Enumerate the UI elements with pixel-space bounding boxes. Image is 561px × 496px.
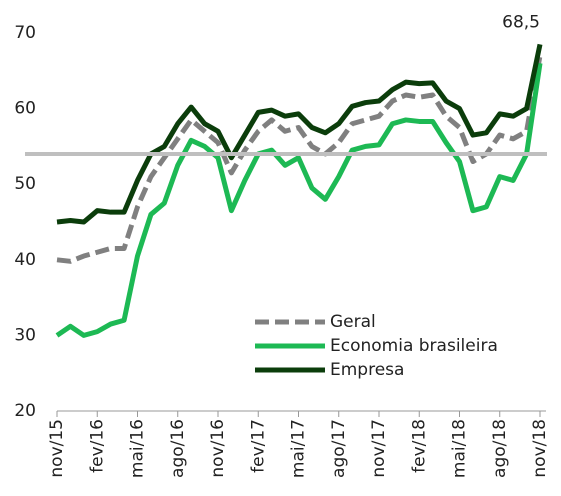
series-line [55, 62, 543, 338]
series-line [56, 43, 543, 225]
x-tick-label: mai/17 [289, 419, 309, 478]
x-tick-label: nov/16 [208, 419, 228, 478]
x-tick-label: ago/16 [168, 419, 188, 478]
x-tick-label: ago/18 [490, 419, 510, 478]
y-tick-label: 40 [14, 250, 36, 270]
x-tick-label: mai/18 [450, 419, 470, 478]
y-tick-label: 70 [14, 23, 36, 43]
annotation: 68,5 [502, 12, 540, 32]
x-tick-label: mai/16 [128, 419, 148, 478]
y-tick-label: 60 [14, 99, 36, 119]
x-tick-label: fev/16 [87, 419, 107, 473]
y-tick-label: 50 [14, 174, 36, 194]
x-tick-label: nov/15 [47, 419, 67, 478]
series-line [56, 55, 543, 264]
x-tick-label: nov/18 [530, 419, 550, 478]
legend-label: Empresa [330, 360, 404, 380]
x-tick-label: ago/17 [329, 419, 349, 478]
x-tick-label: fev/18 [409, 419, 429, 473]
y-tick-label: 20 [14, 401, 36, 421]
x-tick-label: fev/17 [248, 419, 268, 473]
y-tick-label: 30 [14, 325, 36, 345]
legend-label: Economia brasileira [330, 336, 498, 356]
x-tick-label: nov/17 [369, 419, 389, 478]
legend-label: Geral [330, 312, 376, 332]
